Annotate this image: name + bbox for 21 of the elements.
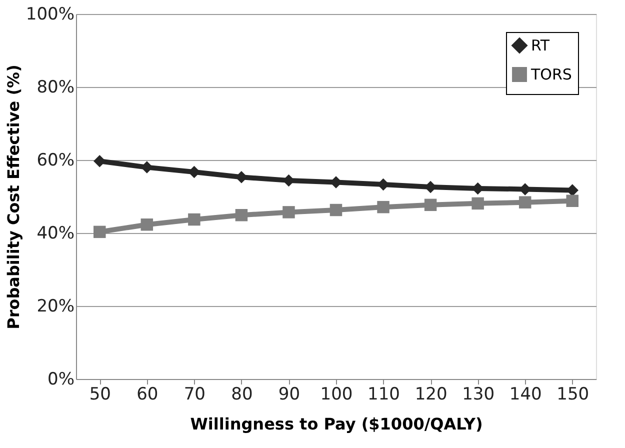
x-tick-label: 100 bbox=[320, 384, 353, 404]
y-axis-title: Probability Cost Effective (%) bbox=[4, 64, 23, 330]
y-tick-label: 60% bbox=[36, 150, 74, 170]
x-tick-label: 130 bbox=[462, 384, 495, 404]
x-tick-label: 140 bbox=[509, 384, 542, 404]
x-tick-label: 150 bbox=[556, 384, 590, 404]
y-tick-label: 0% bbox=[48, 370, 74, 390]
y-tick-label: 100% bbox=[26, 4, 74, 24]
x-tick-label: 60 bbox=[136, 384, 158, 404]
x-tick-label: 50 bbox=[89, 384, 111, 404]
x-tick-label: 110 bbox=[368, 384, 400, 404]
y-tick-label: 20% bbox=[36, 296, 74, 316]
x-tick-label: 80 bbox=[231, 384, 253, 404]
x-tick-label: 120 bbox=[414, 384, 448, 404]
x-tick-label: 70 bbox=[184, 384, 206, 404]
legend-label: TORS bbox=[530, 66, 572, 84]
legend-label: RT bbox=[531, 36, 550, 54]
x-axis-title: Willingness to Pay ($1000/QALY) bbox=[190, 414, 483, 434]
x-tick-label: 90 bbox=[278, 384, 300, 404]
y-tick-label: 40% bbox=[36, 224, 74, 244]
y-tick-label: 80% bbox=[36, 78, 74, 98]
